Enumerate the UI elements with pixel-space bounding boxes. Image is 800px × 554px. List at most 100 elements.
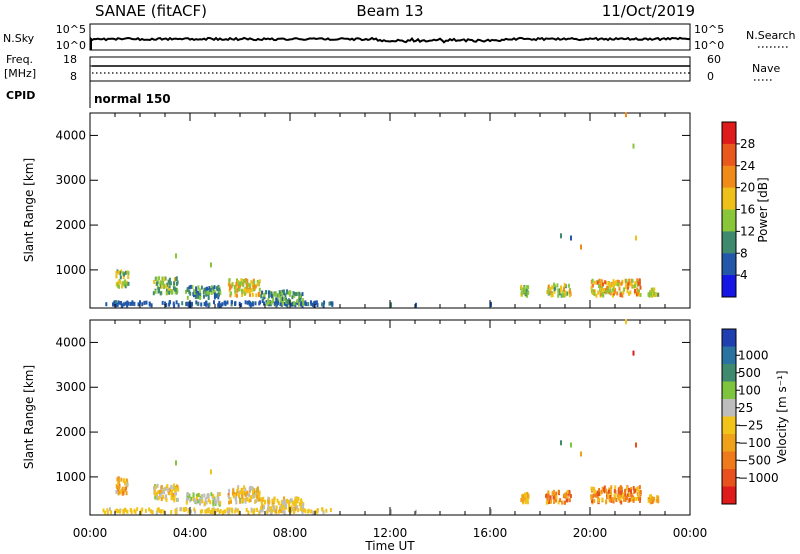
power-cell: [158, 276, 161, 281]
velocity-cell: [247, 510, 250, 515]
velocity-cell: [158, 494, 161, 498]
velocity-cell: [121, 486, 124, 491]
velocity-cell: [628, 497, 631, 502]
velocity-ytick-label: 2000: [55, 425, 86, 439]
velocity-cell: [252, 494, 255, 499]
power-cell: [256, 282, 259, 287]
velocity-cell: [561, 500, 563, 505]
velocity-cell: [155, 510, 158, 515]
power-cell: [267, 300, 269, 305]
velocity-cell: [649, 495, 652, 500]
velocity-cell: [179, 507, 182, 512]
velocity-cell: [167, 488, 170, 493]
velocity-cell: [151, 510, 154, 515]
x-tick-label: 20:00: [573, 526, 608, 540]
power-cell: [638, 281, 641, 286]
power-cell: [175, 277, 178, 281]
power-cell: [627, 281, 630, 286]
power-cell: [270, 293, 273, 298]
power-cell: [259, 300, 262, 305]
velocity-point: [210, 469, 212, 475]
power-cell: [609, 291, 612, 296]
power-cell: [208, 302, 211, 307]
velocity-cell: [289, 498, 292, 503]
cpid-label: CPID: [6, 89, 35, 102]
power-cell: [246, 278, 249, 283]
power-cell: [621, 293, 624, 298]
velocity-point: [490, 508, 492, 514]
power-cell: [303, 301, 306, 306]
power-cell: [653, 291, 655, 296]
velocity-cell: [154, 495, 157, 500]
power-colorbar-tick-label: 28: [740, 137, 755, 151]
velocity-cell: [290, 505, 293, 510]
velocity-cell: [241, 492, 243, 497]
velocity-point: [390, 509, 392, 515]
power-cell: [629, 281, 632, 286]
velocity-cell: [160, 497, 163, 502]
velocity-cell: [197, 499, 200, 504]
velocity-colorbar-swatch: [722, 381, 736, 400]
velocity-cell: [221, 510, 224, 515]
velocity-cell: [136, 507, 139, 512]
power-cell: [221, 302, 224, 307]
power-cell: [244, 291, 247, 296]
velocity-cell: [632, 498, 635, 503]
power-cell: [273, 301, 276, 306]
velocity-cell: [526, 497, 529, 502]
power-cell: [213, 285, 216, 290]
power-cell: [275, 297, 278, 302]
velocity-cell: [267, 503, 270, 508]
power-cell: [254, 301, 257, 306]
velocity-cell: [236, 487, 239, 492]
power-cell: [126, 303, 129, 308]
power-cell: [118, 284, 120, 289]
power-cell: [148, 302, 151, 307]
power-ytick-label: 2000: [55, 218, 86, 232]
power-cell: [289, 290, 292, 295]
power-cell: [617, 282, 620, 287]
velocity-cell: [623, 497, 625, 502]
velocity-cell: [120, 477, 123, 482]
velocity-cell: [291, 500, 294, 505]
power-cell: [240, 303, 243, 307]
nave-label: Nave: [752, 62, 780, 75]
power-cell: [204, 287, 207, 292]
power-cell: [168, 300, 171, 305]
velocity-cell: [150, 509, 152, 514]
velocity-cell: [201, 509, 204, 514]
power-cell: [239, 281, 242, 286]
velocity-cell: [242, 491, 245, 495]
power-ylabel: Slant Range [km]: [22, 158, 36, 262]
power-cell: [568, 293, 571, 298]
velocity-cell: [258, 490, 261, 495]
velocity-colorbar-swatch: [722, 329, 736, 347]
velocity-cell: [633, 496, 636, 501]
x-tick-labels: 00:00 04:00 08:00 12:00 16:00 20:00 00:00: [73, 526, 708, 540]
power-cell: [293, 293, 296, 298]
velocity-colorbar-tick-label: −500: [738, 453, 771, 467]
power-cell: [605, 280, 608, 285]
velocity-cell: [290, 508, 293, 513]
velocity-cell: [182, 507, 185, 512]
power-cell: [168, 279, 171, 284]
velocity-colorbar-label: Velocity [m s⁻¹]: [775, 370, 789, 463]
power-cell: [164, 301, 167, 306]
power-cell: [601, 286, 604, 290]
power-cell: [612, 293, 614, 298]
velocity-cell: [115, 484, 118, 489]
power-cell: [291, 295, 294, 300]
velocity-cell: [170, 492, 173, 497]
power-cell: [248, 285, 251, 290]
velocity-cell: [199, 509, 202, 514]
power-cell: [253, 287, 255, 292]
power-cell: [281, 289, 284, 294]
power-colorbar-tick-label: 4: [740, 268, 748, 282]
power-cell: [329, 301, 332, 306]
power-cell: [247, 282, 250, 287]
power-cell: [215, 294, 218, 298]
power-cell: [188, 285, 191, 290]
velocity-cell: [235, 500, 238, 505]
velocity-cell: [545, 500, 548, 505]
power-cell: [547, 284, 550, 289]
